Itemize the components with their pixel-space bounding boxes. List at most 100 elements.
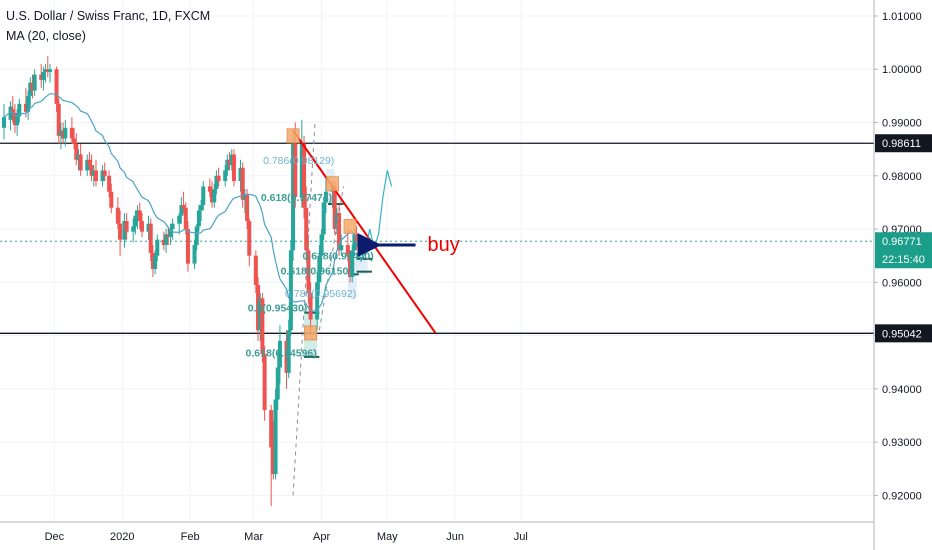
candle-body xyxy=(308,292,313,320)
price-tick-label: 0.99000 xyxy=(882,118,922,130)
candle-body xyxy=(199,205,204,211)
fib-zone-blue xyxy=(356,258,368,275)
candle-body xyxy=(194,226,199,246)
price-tick-label: 0.93000 xyxy=(882,437,922,449)
projection-dashed-line xyxy=(318,186,344,331)
candle-body xyxy=(332,186,337,230)
level-price-tag xyxy=(875,324,932,343)
candle-body xyxy=(2,117,6,128)
candle-body xyxy=(93,170,98,182)
candle-body xyxy=(288,250,293,331)
candle-body xyxy=(100,170,105,182)
candle-body xyxy=(201,186,206,206)
last-price-tag-label: 0.96771 xyxy=(882,236,922,248)
candle-body xyxy=(41,71,46,80)
candle-body xyxy=(245,194,250,222)
indicator-title[interactable]: MA (20, close) xyxy=(6,29,86,43)
candle-body xyxy=(63,127,68,139)
time-tick-label: 2020 xyxy=(110,531,134,543)
fib-level-label: 0.618(0.96440) xyxy=(303,251,374,263)
time-tick-label: Dec xyxy=(45,531,65,543)
time-tick-label: Jun xyxy=(446,531,464,543)
candle-body xyxy=(115,207,120,224)
candle-body xyxy=(137,210,142,222)
price-tick-label: 1.00000 xyxy=(882,64,922,76)
candle-body xyxy=(146,223,151,232)
symbol-title[interactable]: U.S. Dollar / Swiss Franc, 1D, FXCM xyxy=(6,9,211,23)
candle-body xyxy=(78,154,83,171)
bar-countdown-label: 22:15:40 xyxy=(882,254,925,266)
candle-body xyxy=(109,191,114,208)
level-price-tag xyxy=(875,134,932,153)
candle-body xyxy=(39,74,44,80)
candle-body xyxy=(286,330,291,373)
candle-body xyxy=(54,69,59,104)
pivot-marker xyxy=(304,325,318,341)
candle-body xyxy=(231,154,236,182)
candle-body xyxy=(47,69,52,72)
candle-body xyxy=(247,221,252,256)
candle-body xyxy=(260,298,265,355)
candle-body xyxy=(91,170,96,176)
drawings: 0.786(0.98129) 0.618(0.97474) 0.5(0.95430)… xyxy=(3,93,460,496)
candle-body xyxy=(337,213,342,251)
candle-body xyxy=(170,223,175,230)
candle-body xyxy=(139,221,144,232)
fib-level-label: 0.786(0.98129) xyxy=(263,155,334,167)
candle-body xyxy=(262,354,267,411)
plot-area[interactable] xyxy=(0,0,874,522)
candle-body xyxy=(164,234,169,246)
time-axis[interactable]: Dec 2020 Feb Mar Apr May Jun Jul xyxy=(45,531,528,543)
price-axis[interactable]: 1.010001.000000.990000.980000.970000.960… xyxy=(874,11,922,502)
candle-body xyxy=(183,207,188,230)
level-price-tag-label: 0.98611 xyxy=(882,138,921,150)
candle-body xyxy=(131,226,136,232)
candle-body xyxy=(196,210,201,227)
candle-body xyxy=(238,167,243,182)
candle-body xyxy=(89,165,94,176)
last-price-tag xyxy=(875,232,932,269)
candle-body xyxy=(76,154,81,160)
fib-level-label: 0.5(0.95430) xyxy=(248,302,308,314)
candle-body xyxy=(177,215,182,224)
candle-body xyxy=(30,82,35,91)
candle-body xyxy=(153,255,158,269)
candle-body xyxy=(339,245,344,251)
price-tick-label: 0.94000 xyxy=(882,384,922,396)
candle-body xyxy=(72,138,77,144)
time-tick-label: May xyxy=(377,531,398,543)
candle-body xyxy=(210,191,215,203)
candle-body xyxy=(74,143,79,160)
candle-body xyxy=(23,103,28,112)
candle-body xyxy=(225,159,230,171)
candle-body xyxy=(253,255,258,285)
fib-level-label: 0.618(0.94596) xyxy=(246,348,317,360)
candle-body xyxy=(229,154,234,166)
candle-body xyxy=(58,130,63,136)
time-tick-label: Feb xyxy=(181,531,200,543)
candle-body xyxy=(291,143,296,251)
candle-body xyxy=(17,103,22,117)
candle-body xyxy=(122,221,127,240)
candle-body xyxy=(212,189,217,203)
candle-body xyxy=(192,245,197,264)
candle-body xyxy=(168,229,173,238)
candle-body xyxy=(28,82,33,96)
candle-body xyxy=(12,112,17,126)
candle-body xyxy=(166,234,171,238)
candle-body xyxy=(214,175,219,190)
price-tags: 0.98611 0.95042 0.96771 22:15:40 xyxy=(875,134,932,343)
candle-body xyxy=(45,69,50,72)
chart-legend: U.S. Dollar / Swiss Franc, 1D, FXCM MA (… xyxy=(6,6,210,46)
candle-body xyxy=(148,223,153,254)
buy-annotation: buy xyxy=(428,234,460,256)
candle-body xyxy=(10,109,15,113)
candle-body xyxy=(321,202,326,235)
candle-body xyxy=(227,159,232,166)
candle-body xyxy=(293,143,298,198)
candle-body xyxy=(15,116,20,126)
candle-body xyxy=(87,159,92,166)
candle-body xyxy=(26,95,31,112)
candle-body xyxy=(256,284,261,331)
